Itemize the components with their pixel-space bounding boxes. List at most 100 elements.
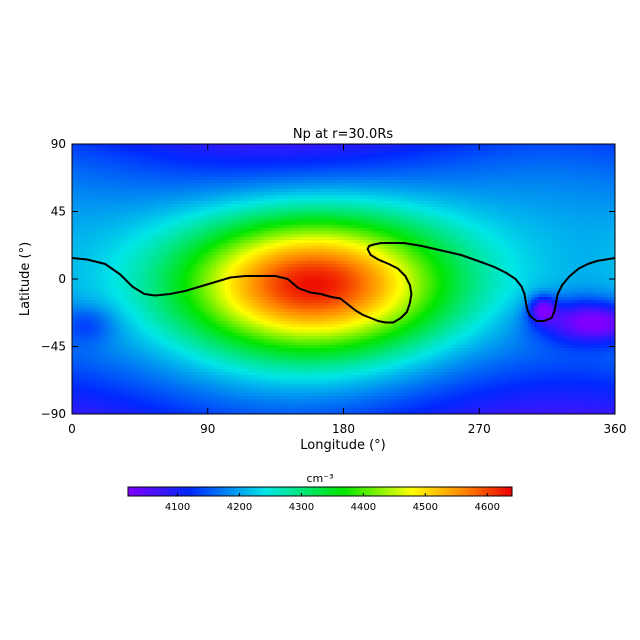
heatmap-cell (483, 153, 487, 157)
heatmap-cell (129, 156, 133, 160)
heatmap-cell (570, 207, 574, 211)
heatmap-cell (357, 198, 361, 202)
heatmap-cell (483, 219, 487, 223)
heatmap-cell (102, 159, 106, 163)
heatmap-cell (78, 213, 82, 217)
heatmap-cell (447, 204, 451, 208)
heatmap-cell (183, 150, 187, 154)
heatmap-cell (213, 198, 217, 202)
heatmap-cell (570, 204, 574, 208)
heatmap-cell (366, 168, 370, 172)
heatmap-cell (567, 159, 571, 163)
heatmap-cell (315, 174, 319, 178)
heatmap-cell (234, 174, 238, 178)
heatmap-cell (138, 222, 142, 226)
heatmap-cell (324, 150, 328, 154)
heatmap-cell (174, 153, 178, 157)
heatmap-cell (144, 147, 148, 151)
heatmap-cell (492, 192, 496, 196)
heatmap-cell (507, 177, 511, 181)
heatmap-cell (435, 189, 439, 193)
heatmap-cell (324, 195, 328, 199)
heatmap-cell (408, 210, 412, 214)
heatmap-cell (456, 171, 460, 175)
heatmap-cell (99, 162, 103, 166)
heatmap-cell (72, 168, 76, 172)
heatmap-cell (198, 159, 202, 163)
heatmap-cell (270, 216, 274, 220)
heatmap-cell (204, 162, 208, 166)
heatmap-cell (483, 147, 487, 151)
heatmap-cell (207, 189, 211, 193)
heatmap-cell (327, 162, 331, 166)
heatmap-cell (483, 198, 487, 202)
heatmap-cell (540, 198, 544, 202)
heatmap-cell (549, 171, 553, 175)
heatmap-cell (198, 207, 202, 211)
heatmap-cell (534, 192, 538, 196)
heatmap-cell (603, 213, 607, 217)
heatmap-cell (501, 198, 505, 202)
heatmap-cell (597, 183, 601, 187)
heatmap-cell (72, 219, 76, 223)
heatmap-cell (435, 219, 439, 223)
heatmap-cell (381, 207, 385, 211)
heatmap-cell (183, 195, 187, 199)
heatmap-cell (255, 186, 259, 190)
heatmap-cell (432, 177, 436, 181)
heatmap-cell (159, 195, 163, 199)
heatmap-cell (192, 156, 196, 160)
heatmap-cell (372, 159, 376, 163)
heatmap-cell (348, 201, 352, 205)
heatmap-cell (129, 213, 133, 217)
heatmap-cell (306, 195, 310, 199)
heatmap-cell (129, 144, 133, 148)
heatmap-cell (405, 156, 409, 160)
heatmap-cell (606, 174, 610, 178)
heatmap-cell (204, 195, 208, 199)
heatmap-cell (540, 186, 544, 190)
heatmap-cell (531, 219, 535, 223)
heatmap-cell (144, 183, 148, 187)
heatmap-cell (216, 162, 220, 166)
heatmap-cell (444, 159, 448, 163)
heatmap-cell (228, 210, 232, 214)
heatmap-cell (135, 171, 139, 175)
heatmap-cell (471, 171, 475, 175)
heatmap-cell (312, 180, 316, 184)
heatmap-cell (504, 204, 508, 208)
heatmap-cell (102, 180, 106, 184)
heatmap-cell (339, 210, 343, 214)
heatmap-cell (594, 195, 598, 199)
heatmap-cell (225, 150, 229, 154)
heatmap-cell (504, 195, 508, 199)
heatmap-cell (201, 204, 205, 208)
heatmap-cell (447, 153, 451, 157)
heatmap-cell (135, 165, 139, 169)
heatmap-cell (333, 207, 337, 211)
heatmap-cell (246, 162, 250, 166)
heatmap-cell (312, 174, 316, 178)
heatmap-cell (513, 171, 517, 175)
heatmap-cell (423, 204, 427, 208)
heatmap-cell (453, 183, 457, 187)
heatmap-cell (426, 162, 430, 166)
heatmap-cell (582, 156, 586, 160)
heatmap-cell (147, 222, 151, 226)
heatmap-cell (198, 168, 202, 172)
heatmap-cell (564, 144, 568, 148)
heatmap-cell (345, 207, 349, 211)
heatmap-cell (537, 174, 541, 178)
heatmap-cell (93, 159, 97, 163)
heatmap-cell (387, 165, 391, 169)
heatmap-cell (372, 213, 376, 217)
heatmap-cell (174, 210, 178, 214)
heatmap-cell (207, 183, 211, 187)
heatmap-cell (339, 177, 343, 181)
heatmap-cell (612, 198, 615, 202)
heatmap-cell (102, 165, 106, 169)
heatmap-cell (606, 189, 610, 193)
heatmap-cell (450, 198, 454, 202)
heatmap-cell (534, 159, 538, 163)
heatmap-cell (477, 171, 481, 175)
